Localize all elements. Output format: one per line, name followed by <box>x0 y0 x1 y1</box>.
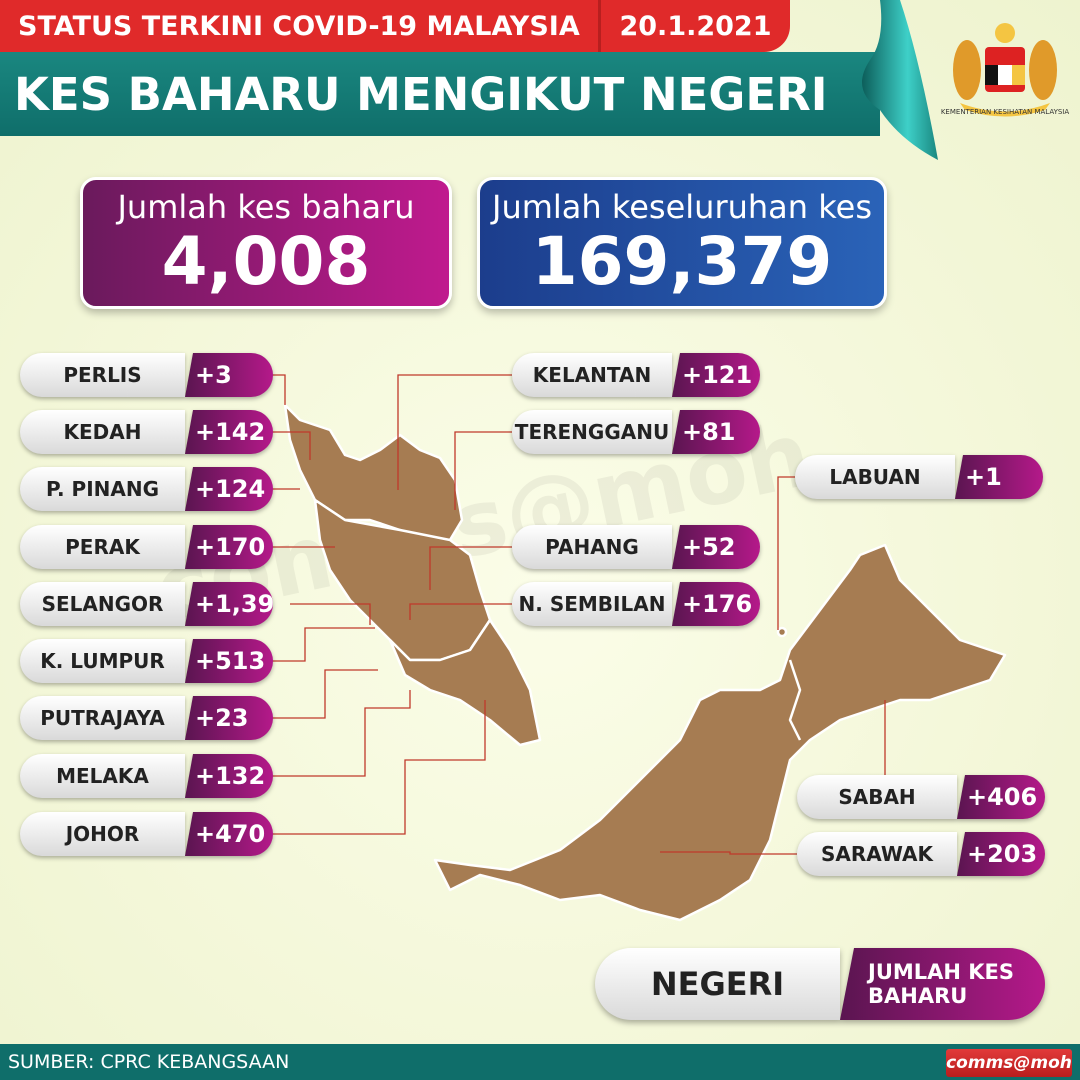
status-banner: STATUS TERKINI COVID-19 MALAYSIA 20.1.20… <box>0 0 790 52</box>
legend-state: NEGERI <box>595 948 840 1020</box>
state-row: SARAWAK +203 <box>797 832 1045 876</box>
state-name: SABAH <box>797 775 957 819</box>
total-cases-box: Jumlah keseluruhan kes 169,379 <box>477 177 887 309</box>
state-cases: +470 <box>185 812 273 856</box>
state-row: KEDAH +142 <box>20 410 273 454</box>
state-row: K. LUMPUR +513 <box>20 639 273 683</box>
state-row: PUTRAJAYA +23 <box>20 696 273 740</box>
state-cases: +124 <box>185 467 273 511</box>
new-cases-label: Jumlah kes baharu <box>117 188 415 226</box>
map-sabah-border <box>788 659 802 741</box>
state-row: PERLIS +3 <box>20 353 273 397</box>
total-cases-label: Jumlah keseluruhan kes <box>492 188 872 226</box>
state-row: PAHANG +52 <box>512 525 760 569</box>
state-name: P. PINANG <box>20 467 185 511</box>
state-row: JOHOR +470 <box>20 812 273 856</box>
state-cases: +132 <box>185 754 273 798</box>
state-cases: +23 <box>185 696 273 740</box>
state-cases: +1,391 <box>185 582 273 626</box>
state-cases: +142 <box>185 410 273 454</box>
map-labuan <box>776 626 788 638</box>
state-name: PERLIS <box>20 353 185 397</box>
state-row: N. SEMBILAN +176 <box>512 582 760 626</box>
state-name: JOHOR <box>20 812 185 856</box>
comms-tag: comms@moh <box>946 1049 1072 1077</box>
state-name: SARAWAK <box>797 832 957 876</box>
state-name: TERENGGANU <box>512 410 672 454</box>
report-date: 20.1.2021 <box>598 0 790 52</box>
state-name: LABUAN <box>795 455 955 499</box>
legend: NEGERI JUMLAH KES BAHARU <box>595 948 1045 1020</box>
state-cases: +52 <box>672 525 760 569</box>
coat-of-arms-logo <box>953 23 1057 117</box>
new-cases-value: 4,008 <box>161 223 371 300</box>
state-cases: +1 <box>955 455 1043 499</box>
state-cases: +170 <box>185 525 273 569</box>
state-row: TERENGGANU +81 <box>512 410 760 454</box>
state-row: KELANTAN +121 <box>512 353 760 397</box>
state-cases: +176 <box>672 582 760 626</box>
state-name: K. LUMPUR <box>20 639 185 683</box>
footer: SUMBER: CPRC KEBANGSAAN <box>0 1044 1080 1080</box>
state-name: KEDAH <box>20 410 185 454</box>
map-borneo <box>433 543 1007 922</box>
ministry-name: KEMENTERIAN KESIHATAN MALAYSIA <box>940 108 1070 116</box>
state-name: MELAKA <box>20 754 185 798</box>
state-cases: +3 <box>185 353 273 397</box>
state-row: MELAKA +132 <box>20 754 273 798</box>
source-text: SUMBER: CPRC KEBANGSAAN <box>8 1051 290 1073</box>
state-name: SELANGOR <box>20 582 185 626</box>
state-cases: +406 <box>957 775 1045 819</box>
state-name: PERAK <box>20 525 185 569</box>
total-cases-value: 169,379 <box>531 223 833 300</box>
state-name: N. SEMBILAN <box>512 582 672 626</box>
state-row: PERAK +170 <box>20 525 273 569</box>
map-peninsular-north <box>283 403 464 542</box>
state-cases: +121 <box>672 353 760 397</box>
malaysia-map <box>265 374 1007 922</box>
state-name: KELANTAN <box>512 353 672 397</box>
legend-cases: JUMLAH KES BAHARU <box>840 948 1045 1020</box>
state-cases: +203 <box>957 832 1045 876</box>
page-curl-decoration <box>862 0 938 160</box>
state-name: PAHANG <box>512 525 672 569</box>
status-title: STATUS TERKINI COVID-19 MALAYSIA <box>18 10 580 42</box>
state-cases: +513 <box>185 639 273 683</box>
state-cases: +81 <box>672 410 760 454</box>
state-row: SELANGOR +1,391 <box>20 582 273 626</box>
state-row: P. PINANG +124 <box>20 467 273 511</box>
state-row: LABUAN +1 <box>795 455 1043 499</box>
new-cases-box: Jumlah kes baharu 4,008 <box>80 177 452 309</box>
map-peninsular-south <box>388 618 542 747</box>
page-title: KES BAHARU MENGIKUT NEGERI <box>0 52 880 136</box>
state-name: PUTRAJAYA <box>20 696 185 740</box>
state-row: SABAH +406 <box>797 775 1045 819</box>
